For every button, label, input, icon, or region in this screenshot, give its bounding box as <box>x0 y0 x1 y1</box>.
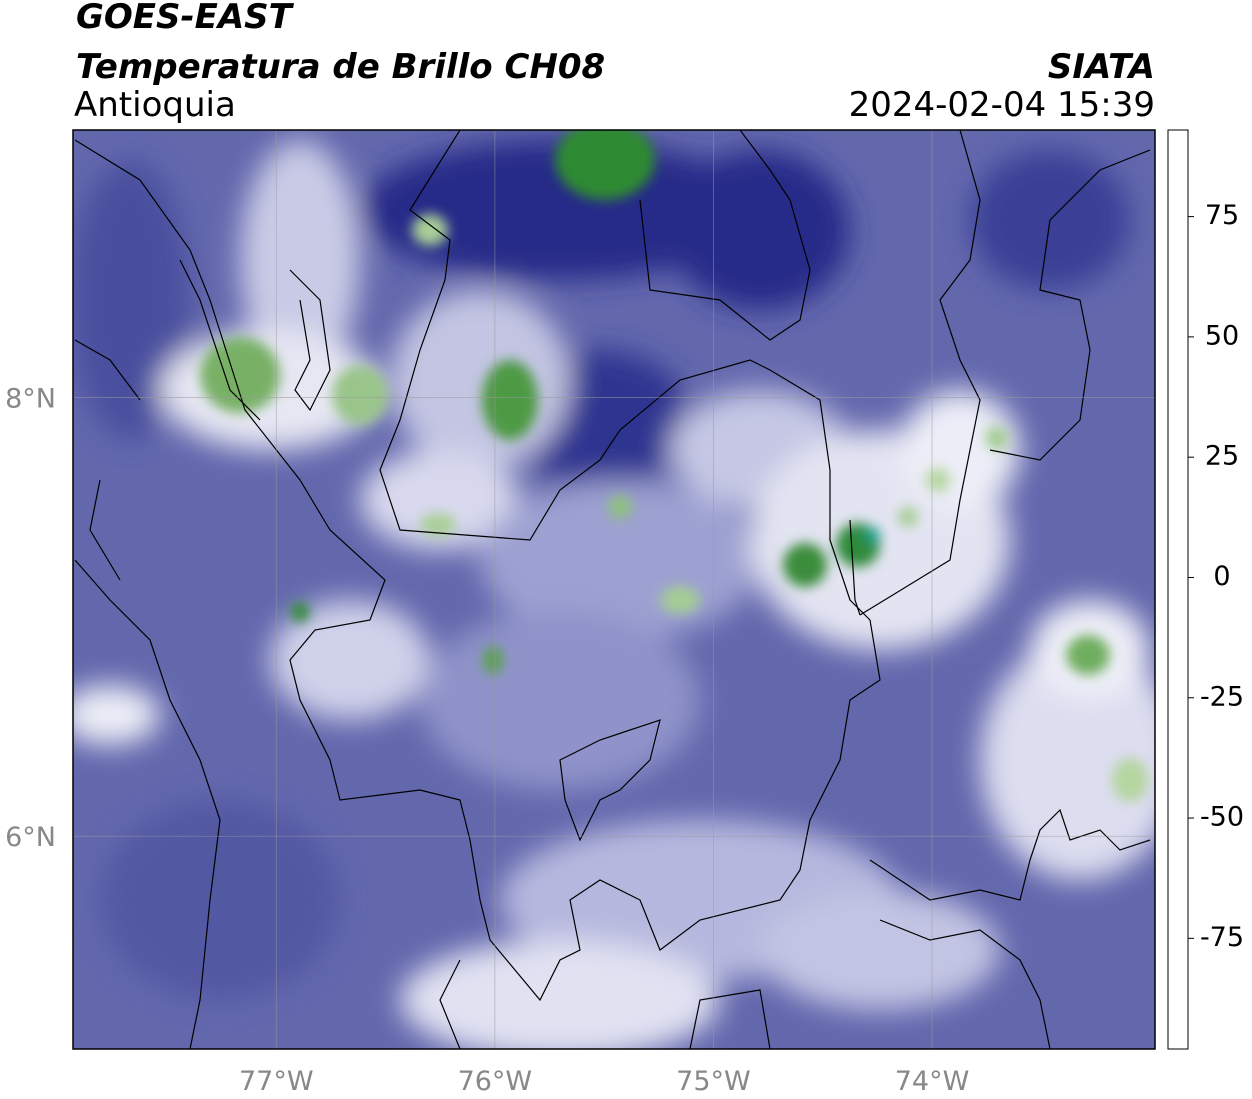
colorbar-tick-label: 50 <box>1205 320 1239 351</box>
source: SIATA <box>1048 47 1155 87</box>
map-image <box>73 130 1155 1049</box>
y-tick-label: 6°N <box>5 822 56 853</box>
x-tick-label: 75°W <box>676 1066 751 1097</box>
x-tick-label: 77°W <box>239 1066 314 1097</box>
title: GOES-EAST <box>76 0 295 37</box>
colorbar-tick-label: -50 <box>1200 802 1244 833</box>
colorbar-tick-label: 75 <box>1205 200 1239 231</box>
y-tick-label: 8°N <box>5 384 56 415</box>
colorbar-tick-label: -25 <box>1200 681 1244 712</box>
cold-tops <box>200 130 1148 802</box>
region: Antioquia <box>74 85 236 125</box>
colorbar-tick-label: 25 <box>1205 441 1239 472</box>
graticule <box>73 130 1155 1049</box>
x-tick-label: 76°W <box>458 1066 533 1097</box>
map-frame <box>72 129 1156 1050</box>
colorbar-tick-label: 0 <box>1213 561 1230 592</box>
colorbar-tick-label: -75 <box>1200 922 1244 953</box>
borders <box>74 130 1151 1049</box>
x-tick-label: 74°W <box>895 1066 970 1097</box>
colorbar-ramp <box>1167 129 1189 1050</box>
subtitle: Temperatura de Brillo CH08 <box>76 47 605 87</box>
timestamp: 2024-02-04 15:39 <box>849 85 1155 125</box>
colorbar: -75 -50 -25 0 25 50 75 <box>1167 129 1244 1050</box>
